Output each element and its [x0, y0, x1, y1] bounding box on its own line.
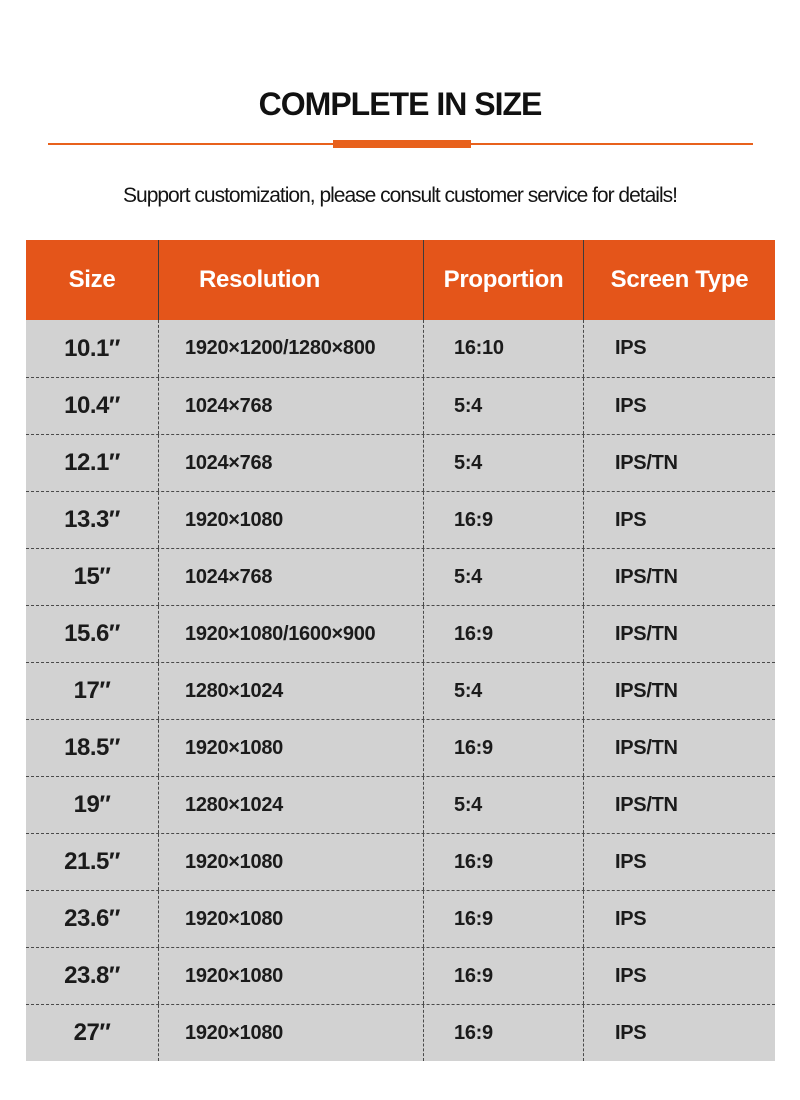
cell-screen-type: IPS/TN: [583, 777, 775, 833]
table-row: 18.5″ 1920×1080 16:9 IPS/TN: [26, 719, 775, 776]
cell-resolution: 1024×768: [158, 549, 423, 605]
table-row: 23.6″ 1920×1080 16:9 IPS: [26, 890, 775, 947]
cell-size: 21.5″: [64, 848, 120, 875]
table-row: 23.8″ 1920×1080 16:9 IPS: [26, 947, 775, 1004]
cell-screen-type: IPS/TN: [583, 663, 775, 719]
cell-proportion: 5:4: [423, 378, 583, 434]
cell-resolution: 1920×1080: [158, 720, 423, 776]
cell-size: 10.4″: [64, 392, 120, 419]
spec-table-body: 10.1″ 1920×1200/1280×800 16:10 IPS 10.4″ 1024…: [26, 320, 775, 1061]
cell-size: 15″: [73, 563, 111, 590]
table-row: 27″ 1920×1080 16:9 IPS: [26, 1004, 775, 1061]
cell-screen-type: IPS: [583, 948, 775, 1004]
cell-proportion: 5:4: [423, 663, 583, 719]
spec-table-header: Size Resolution Proportion Screen Type: [26, 240, 775, 320]
cell-screen-type: IPS: [583, 1005, 775, 1061]
spec-table: Size Resolution Proportion Screen Type 1…: [26, 240, 775, 1061]
cell-screen-type: IPS: [583, 320, 775, 377]
cell-size: 23.6″: [64, 905, 120, 932]
header-cell-resolution: Resolution: [158, 240, 423, 320]
underline-accent-bar: [333, 140, 471, 148]
cell-size: 15.6″: [64, 620, 120, 647]
cell-screen-type: IPS: [583, 378, 775, 434]
cell-resolution: 1024×768: [158, 435, 423, 491]
cell-proportion: 16:9: [423, 492, 583, 548]
cell-resolution: 1920×1080/1600×900: [158, 606, 423, 662]
cell-resolution: 1920×1080: [158, 891, 423, 947]
cell-proportion: 5:4: [423, 435, 583, 491]
table-row: 10.1″ 1920×1200/1280×800 16:10 IPS: [26, 320, 775, 377]
cell-screen-type: IPS: [583, 891, 775, 947]
cell-size: 27″: [73, 1019, 111, 1046]
cell-resolution: 1280×1024: [158, 663, 423, 719]
page-subtitle: Support customization, please consult cu…: [123, 184, 678, 207]
table-row: 15″ 1024×768 5:4 IPS/TN: [26, 548, 775, 605]
table-row: 17″ 1280×1024 5:4 IPS/TN: [26, 662, 775, 719]
cell-proportion: 16:9: [423, 1005, 583, 1061]
cell-screen-type: IPS/TN: [583, 720, 775, 776]
cell-proportion: 16:10: [423, 320, 583, 377]
cell-proportion: 5:4: [423, 777, 583, 833]
cell-resolution: 1280×1024: [158, 777, 423, 833]
cell-size: 17″: [73, 677, 111, 704]
cell-screen-type: IPS: [583, 834, 775, 890]
cell-size: 10.1″: [64, 334, 120, 362]
table-row: 13.3″ 1920×1080 16:9 IPS: [26, 491, 775, 548]
cell-resolution: 1920×1080: [158, 834, 423, 890]
cell-screen-type: IPS/TN: [583, 549, 775, 605]
cell-size: 19″: [73, 791, 111, 818]
cell-size: 13.3″: [64, 506, 120, 533]
cell-resolution: 1920×1080: [158, 1005, 423, 1061]
table-row: 10.4″ 1024×768 5:4 IPS: [26, 377, 775, 434]
cell-size: 18.5″: [64, 734, 120, 761]
cell-proportion: 16:9: [423, 834, 583, 890]
cell-screen-type: IPS/TN: [583, 435, 775, 491]
cell-proportion: 16:9: [423, 948, 583, 1004]
cell-resolution: 1920×1080: [158, 948, 423, 1004]
cell-size: 12.1″: [64, 449, 120, 476]
cell-proportion: 16:9: [423, 606, 583, 662]
table-row: 21.5″ 1920×1080 16:9 IPS: [26, 833, 775, 890]
cell-resolution: 1024×768: [158, 378, 423, 434]
table-row: 12.1″ 1024×768 5:4 IPS/TN: [26, 434, 775, 491]
cell-size: 23.8″: [64, 962, 120, 989]
cell-proportion: 16:9: [423, 720, 583, 776]
cell-proportion: 5:4: [423, 549, 583, 605]
cell-screen-type: IPS: [583, 492, 775, 548]
cell-proportion: 16:9: [423, 891, 583, 947]
cell-resolution: 1920×1080: [158, 492, 423, 548]
header-cell-proportion: Proportion: [423, 240, 583, 320]
cell-resolution: 1920×1200/1280×800: [158, 320, 423, 377]
page-title: COMPLETE IN SIZE: [258, 86, 543, 122]
table-row: 19″ 1280×1024 5:4 IPS/TN: [26, 776, 775, 833]
header-cell-screen-type: Screen Type: [583, 240, 775, 320]
cell-screen-type: IPS/TN: [583, 606, 775, 662]
header-cell-size: Size: [68, 266, 116, 293]
table-row: 15.6″ 1920×1080/1600×900 16:9 IPS/TN: [26, 605, 775, 662]
